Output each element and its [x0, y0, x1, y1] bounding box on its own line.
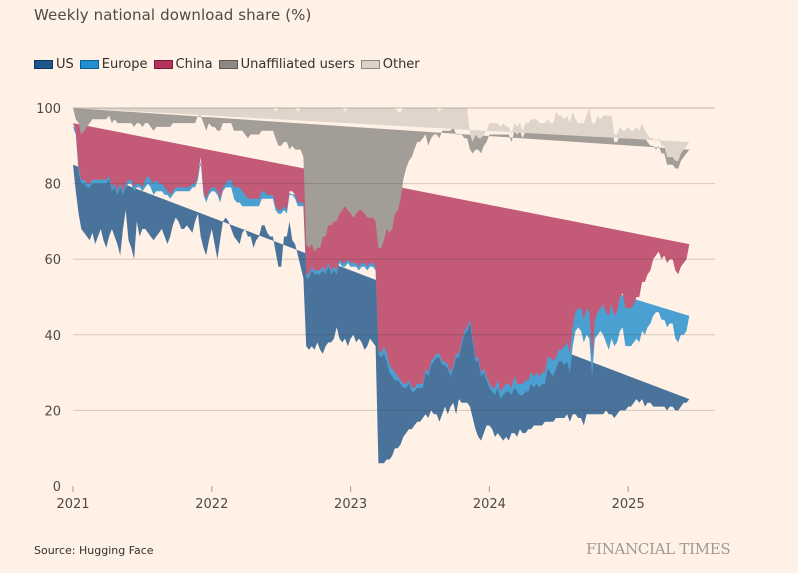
legend-label-unaffiliated: Unaffiliated users [240, 57, 355, 72]
legend-item-europe: Europe [79, 57, 148, 72]
source-note: Source: Hugging Face [34, 544, 154, 557]
y-tick-label-0: 0 [53, 480, 61, 495]
legend-swatch-unaffiliated [218, 60, 238, 69]
x-tick-label-2025: 2025 [612, 497, 645, 512]
legend-label-us: US [56, 57, 74, 72]
x-tick-label-2023: 2023 [334, 497, 367, 512]
y-tick-label-20: 20 [44, 404, 61, 419]
y-tick-label-80: 80 [44, 178, 61, 193]
legend-swatch-europe [79, 60, 99, 69]
legend-swatch-china [153, 60, 173, 69]
y-tick-label-100: 100 [36, 102, 61, 117]
x-tick-label-2022: 2022 [195, 497, 228, 512]
y-axis: 0 20 40 60 80 100 [36, 102, 61, 495]
legend-item-china: China [153, 57, 213, 72]
ft-brand-logo: FINANCIAL TIMES [586, 540, 731, 558]
chart-legend: US Europe China Unaffiliated users Other [34, 57, 426, 72]
y-tick-label-40: 40 [44, 329, 61, 344]
legend-item-unaffiliated: Unaffiliated users [218, 57, 355, 72]
legend-swatch-other [360, 60, 380, 69]
legend-label-other: Other [382, 57, 420, 72]
y-tick-label-60: 60 [44, 253, 61, 268]
legend-item-other: Other [360, 57, 420, 72]
legend-item-us: US [34, 57, 74, 72]
area-layers [73, 108, 690, 464]
legend-swatch-us [34, 60, 53, 69]
area-china [73, 123, 690, 392]
gridlines [73, 107, 715, 411]
chart-title: Weekly national download share (%) [34, 6, 312, 24]
area-other [73, 108, 690, 161]
x-axis: 2021 2022 2023 2024 2025 [56, 486, 645, 512]
x-tick-label-2021: 2021 [56, 497, 89, 512]
area-unaffiliated-users [73, 108, 690, 252]
legend-label-europe: Europe [101, 57, 148, 72]
legend-label-china: China [175, 57, 213, 72]
x-tick-label-2024: 2024 [473, 497, 506, 512]
